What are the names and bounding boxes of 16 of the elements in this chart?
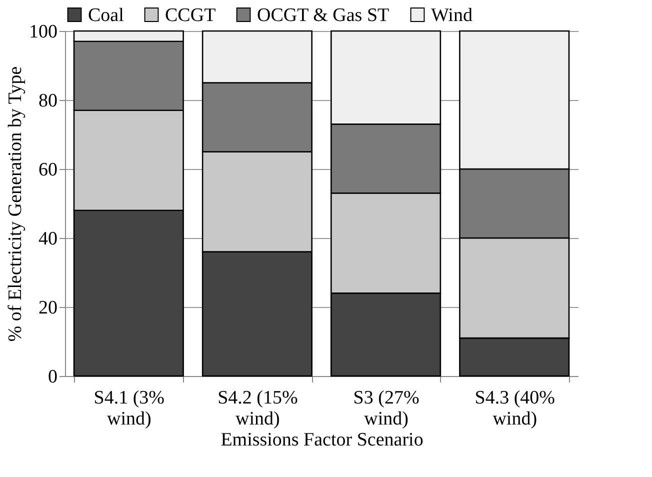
- legend-label: Wind: [431, 4, 473, 26]
- y-axis-title: % of Electricity Generation by Type: [5, 66, 26, 342]
- y-tick-label: 0: [48, 366, 58, 388]
- legend-label: OCGT & Gas ST: [257, 4, 390, 26]
- y-tick-label: 80: [38, 90, 58, 112]
- y-tick-label: 100: [29, 22, 58, 42]
- x-tick-label: S4.3 (40% wind): [474, 388, 556, 430]
- x-tick-label: S3 (27% wind): [353, 388, 420, 430]
- y-tick-label: 20: [38, 298, 58, 318]
- y-tick-label: 60: [38, 160, 58, 180]
- x-axis-title: Emissions Factor Scenario: [220, 430, 424, 450]
- y-tick-label: 40: [38, 228, 58, 250]
- legend-label: CCGT: [165, 4, 216, 26]
- legend-label: Coal: [88, 4, 124, 26]
- x-tick-label: S4.2 (15% wind): [218, 388, 298, 430]
- x-tick-label: S4.1 (3% wind): [94, 388, 165, 430]
